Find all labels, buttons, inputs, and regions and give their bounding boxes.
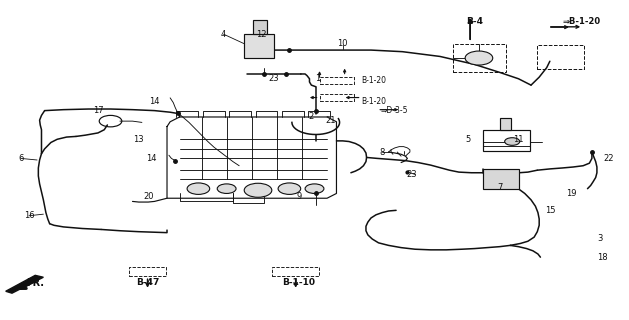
Text: 17: 17 [92,106,103,115]
Text: 11: 11 [513,135,524,144]
Circle shape [217,184,236,194]
Bar [320,76,354,84]
Text: 3: 3 [598,234,603,243]
Text: 6: 6 [18,154,23,163]
Bar [253,20,267,34]
Bar [130,268,166,276]
Text: 23: 23 [269,74,279,83]
Text: B-1-20: B-1-20 [362,97,387,106]
Text: 8: 8 [379,148,384,156]
Bar [499,118,511,130]
Text: 15: 15 [545,206,555,215]
Text: 7: 7 [497,183,503,192]
Text: 18: 18 [597,253,607,262]
Text: 22: 22 [603,154,613,163]
Text: FR.: FR. [26,278,44,288]
Text: ⇒B-1-20: ⇒B-1-20 [562,17,601,26]
Bar [244,34,274,58]
Text: 16: 16 [24,211,34,220]
Bar [272,268,319,276]
Circle shape [187,183,209,195]
Circle shape [305,184,324,194]
Text: 2: 2 [309,113,314,122]
Text: 23: 23 [406,170,417,179]
Text: 21: 21 [325,116,335,125]
Circle shape [278,183,301,195]
Text: 10: 10 [338,39,348,48]
Circle shape [504,138,520,145]
Circle shape [244,183,272,197]
Text: 20: 20 [143,192,153,201]
Bar [482,169,519,189]
Bar [320,94,354,101]
Text: 4: 4 [221,30,226,39]
Circle shape [465,51,493,65]
Text: 19: 19 [567,189,577,198]
Text: B-4: B-4 [466,17,483,26]
Text: B-1-20: B-1-20 [362,76,387,85]
Bar [453,44,506,72]
Bar [537,45,584,69]
Text: B-47: B-47 [136,278,160,287]
Text: 13: 13 [133,135,144,144]
Text: B-1-10: B-1-10 [282,278,315,287]
Text: 12: 12 [256,30,267,39]
Text: ⇒D-3-5: ⇒D-3-5 [381,106,408,115]
Bar [482,130,530,151]
Text: 14: 14 [146,154,157,163]
Text: 5: 5 [465,135,471,144]
Polygon shape [6,275,43,293]
Text: 1: 1 [315,74,320,83]
Text: 9: 9 [296,192,301,201]
Text: 14: 14 [149,97,160,106]
